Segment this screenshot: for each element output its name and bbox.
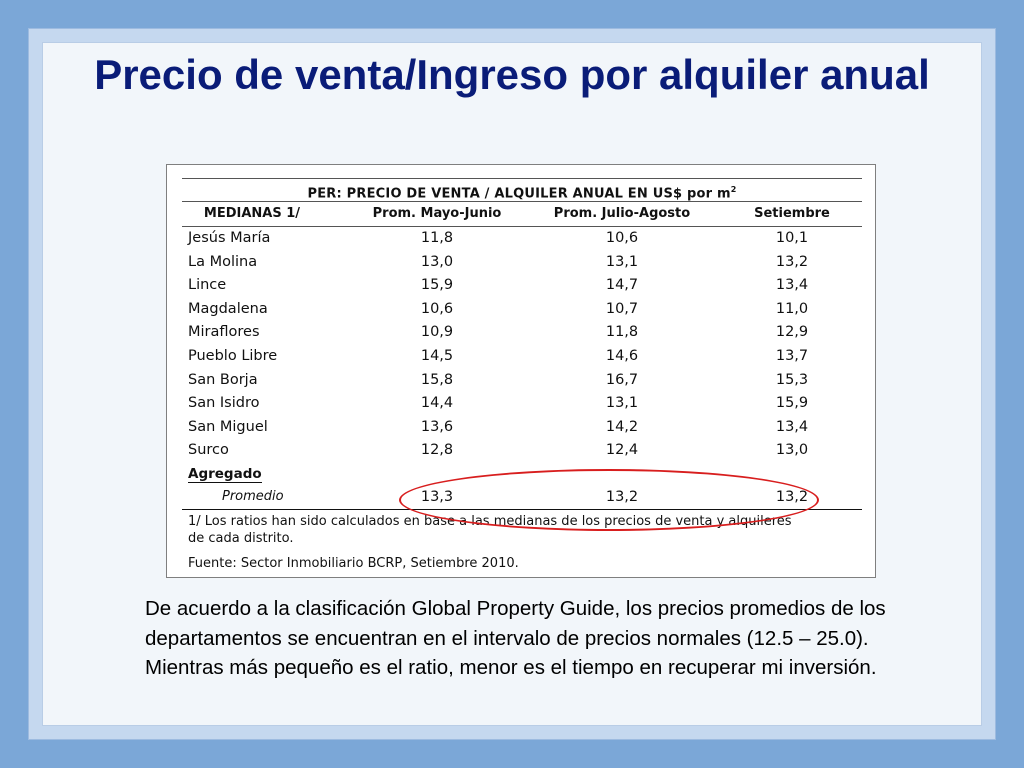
aggregate-label: Agregado	[188, 465, 262, 483]
table-row: Surco 12,8 12,4 13,0	[182, 439, 862, 463]
table-cell-julio-agosto: 10,7	[605, 300, 639, 317]
table-cell-setiembre: 13,0	[775, 442, 809, 459]
table-cell-district: Magdalena	[188, 300, 268, 317]
table-row: Miraflores 10,9 11,8 12,9	[182, 321, 862, 345]
average-label: Promedio	[222, 488, 284, 504]
table-header-row: MEDIANAS 1/ Prom. Mayo-Junio Prom. Julio…	[182, 202, 862, 227]
table-cell-julio-agosto: 14,7	[605, 277, 639, 294]
table-cell-julio-agosto: 13,1	[605, 253, 639, 270]
table-cell-mayo-junio: 11,8	[420, 230, 454, 246]
table-row: Jesús María 11,8 10,6 10,1	[182, 227, 862, 251]
table-cell-setiembre: 15,9	[775, 395, 809, 412]
table-cell-district: Jesús María	[188, 230, 271, 246]
table-cell-mayo-junio: 14,5	[420, 347, 454, 364]
average-mayo-junio: 13,3	[420, 488, 454, 505]
table-row: San Isidro 14,4 13,1 15,9	[182, 392, 862, 416]
table-cell-julio-agosto: 12,4	[605, 442, 639, 459]
table-cell-julio-agosto: 14,2	[605, 418, 639, 435]
table-cell-julio-agosto: 13,1	[605, 395, 639, 412]
table-row: San Miguel 13,6 14,2 13,4	[182, 416, 862, 440]
table-cell-setiembre: 11,0	[775, 300, 809, 317]
column-header-mayo-junio: Prom. Mayo-Junio	[372, 206, 502, 221]
slide-body-text: De acuerdo a la clasificación Global Pro…	[145, 597, 886, 679]
column-header-medianas: MEDIANAS 1/	[203, 206, 301, 221]
aggregate-label-row: Agregado	[182, 463, 862, 485]
column-header-setiembre: Setiembre	[754, 206, 830, 221]
table-cell-setiembre: 13,4	[775, 277, 809, 294]
table-cell-setiembre: 15,3	[775, 371, 809, 388]
table-cell-setiembre: 10,1	[775, 230, 809, 246]
table-cell-district: San Miguel	[188, 418, 268, 435]
table-cell-mayo-junio: 10,6	[420, 300, 454, 317]
table-cell-julio-agosto: 14,6	[605, 347, 639, 364]
table-cell-mayo-junio: 12,8	[420, 442, 454, 459]
table-row: Pueblo Libre 14,5 14,6 13,7	[182, 345, 862, 369]
per-table: PER: PRECIO DE VENTA / ALQUILER ANUAL EN…	[182, 178, 862, 572]
table-cell-district: La Molina	[188, 253, 258, 270]
average-julio-agosto: 13,2	[605, 488, 639, 505]
table-cell-julio-agosto: 10,6	[605, 230, 639, 246]
table-row: Magdalena 10,6 10,7 11,0	[182, 298, 862, 322]
table-row: Lince 15,9 14,7 13,4	[182, 274, 862, 298]
table-cell-mayo-junio: 13,0	[420, 253, 454, 270]
table-source: Fuente: Sector Inmobiliario BCRP, Setiem…	[188, 555, 519, 571]
table-title-superscript: 2	[730, 185, 737, 194]
table-cell-district: Miraflores	[188, 324, 260, 341]
table-cell-mayo-junio: 15,8	[420, 371, 454, 388]
average-setiembre: 13,2	[775, 488, 809, 505]
table-cell-district: Pueblo Libre	[188, 347, 278, 364]
slide-title: Precio de venta/Ingreso por alquiler anu…	[94, 51, 930, 98]
table-cell-district: Surco	[188, 442, 229, 459]
table-cell-setiembre: 13,2	[775, 253, 809, 270]
table-cell-julio-agosto: 11,8	[605, 324, 639, 341]
table-cell-district: San Isidro	[188, 395, 260, 412]
table-cell-mayo-junio: 15,9	[420, 277, 454, 294]
table-row: San Borja 15,8 16,7 15,3	[182, 369, 862, 393]
table-cell-setiembre: 12,9	[775, 324, 809, 341]
table-cell-mayo-junio: 14,4	[420, 395, 454, 412]
table-footnote: 1/ Los ratios han sido calculados en bas…	[188, 513, 792, 546]
table-cell-district: Lince	[188, 277, 227, 294]
average-row: Promedio 13,3 13,2 13,2	[182, 485, 862, 510]
table-cell-mayo-junio: 10,9	[420, 324, 454, 341]
table-cell-julio-agosto: 16,7	[605, 371, 639, 388]
table-title: PER: PRECIO DE VENTA / ALQUILER ANUAL EN…	[182, 178, 862, 202]
per-table-image: PER: PRECIO DE VENTA / ALQUILER ANUAL EN…	[166, 164, 876, 578]
table-body: Jesús María 11,8 10,6 10,1 La Molina 13,0 13,1…	[182, 227, 862, 463]
table-row: La Molina 13,0 13,1 13,2	[182, 251, 862, 275]
table-title-text: PER: PRECIO DE VENTA / ALQUILER ANUAL EN…	[307, 186, 731, 202]
table-cell-district: San Borja	[188, 371, 258, 388]
table-cell-setiembre: 13,7	[775, 347, 809, 364]
table-cell-setiembre: 13,4	[775, 418, 809, 435]
table-cell-mayo-junio: 13,6	[420, 418, 454, 435]
column-header-julio-agosto: Prom. Julio-Agosto	[553, 206, 691, 221]
